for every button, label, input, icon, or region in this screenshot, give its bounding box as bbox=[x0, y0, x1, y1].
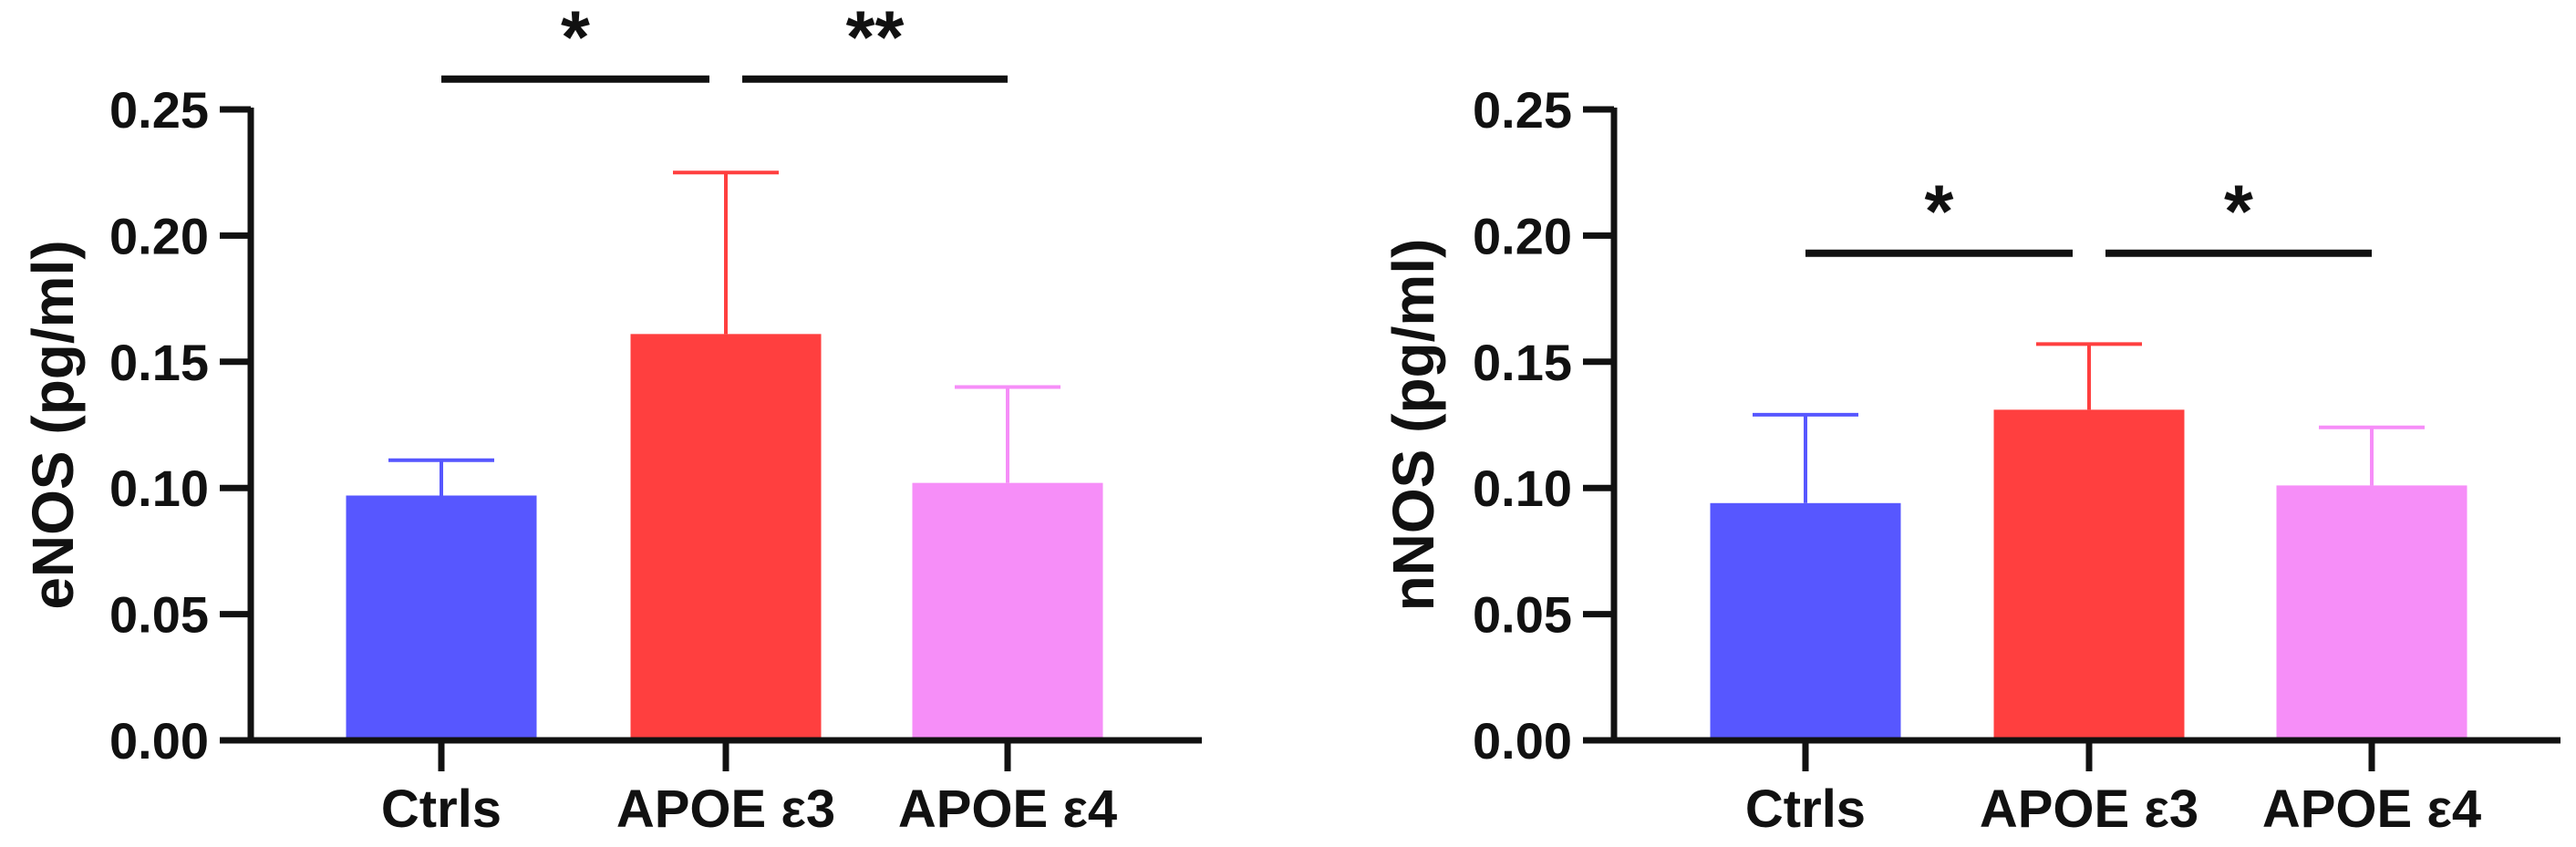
y-tick-label: 0.00 bbox=[1473, 712, 1572, 770]
bar bbox=[1993, 409, 2185, 740]
x-tick-label: Ctrls bbox=[381, 780, 502, 839]
y-tick-label: 0.20 bbox=[1473, 207, 1572, 264]
y-axis-title: eNOS (pg/ml) bbox=[20, 240, 86, 609]
bar bbox=[630, 334, 822, 740]
significance-label: * bbox=[2224, 170, 2253, 253]
y-tick-label: 0.25 bbox=[1473, 81, 1572, 139]
y-tick-label: 0.10 bbox=[1473, 460, 1572, 517]
x-tick-label: APOE ε4 bbox=[2262, 780, 2481, 839]
y-tick-label: 0.00 bbox=[109, 712, 209, 770]
y-tick-label: 0.15 bbox=[1473, 334, 1572, 391]
x-tick-label: APOE ε4 bbox=[898, 780, 1117, 839]
x-tick-label: APOE ε3 bbox=[616, 780, 835, 839]
significance-label: * bbox=[1925, 170, 1954, 253]
bar bbox=[346, 495, 537, 740]
y-tick-label: 0.20 bbox=[109, 207, 209, 264]
y-tick-label: 0.25 bbox=[109, 81, 209, 139]
x-tick-label: Ctrls bbox=[1745, 780, 1866, 839]
significance-label: ** bbox=[846, 0, 905, 79]
x-tick-label: APOE ε3 bbox=[1980, 780, 2198, 839]
chart-nnos: 0.00 0.05 0.10 0.15 0.20 0.25 Ctrls APOE ε3 APOE… bbox=[1381, 81, 2560, 839]
bar bbox=[1710, 502, 1901, 740]
bar bbox=[912, 482, 1103, 740]
y-tick-label: 0.05 bbox=[109, 586, 209, 644]
y-tick-label: 0.05 bbox=[1473, 586, 1572, 644]
y-tick-label: 0.15 bbox=[109, 334, 209, 391]
chart-enos: 0.00 0.05 0.10 0.15 0.20 0.25 Ctrls APOE ε3 APOE… bbox=[20, 0, 1202, 839]
y-tick-label: 0.10 bbox=[109, 460, 209, 517]
significance-label: * bbox=[561, 0, 590, 79]
y-axis-title: nNOS (pg/ml) bbox=[1381, 239, 1446, 612]
bar bbox=[2276, 485, 2467, 740]
